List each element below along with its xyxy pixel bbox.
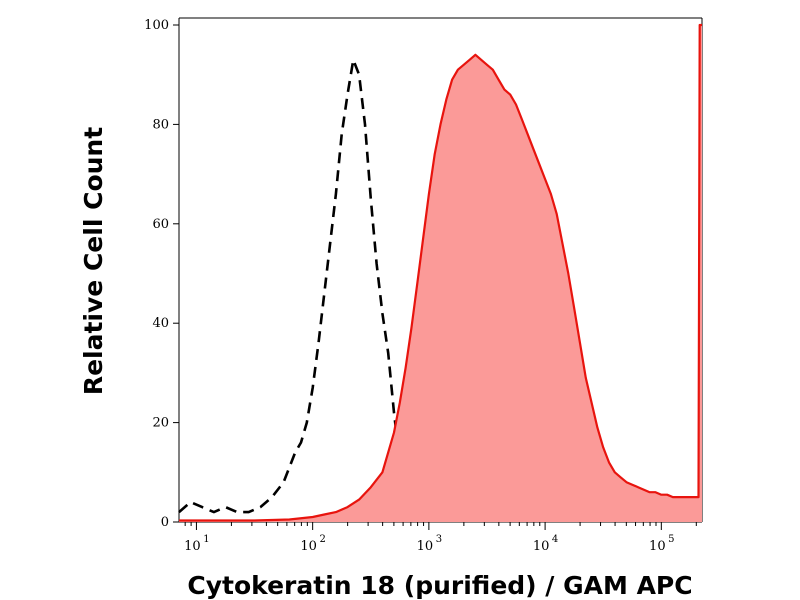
y-tick-label: 80 (152, 117, 169, 132)
x-tick-exponent: 3 (436, 534, 442, 545)
y-tick-label: 40 (152, 316, 169, 331)
x-axis-ticks: 10 1 10 2 10 3 10 4 10 5 (184, 522, 697, 554)
x-axis-title: Cytokeratin 18 (purified) / GAM APC (187, 571, 692, 600)
x-tick-label: 10 (300, 539, 317, 554)
x-tick-exponent: 1 (203, 534, 209, 545)
y-tick-label: 0 (161, 515, 169, 530)
x-tick-exponent: 2 (319, 534, 325, 545)
stained-histogram-line (179, 23, 702, 522)
y-axis-title: Relative Cell Count (79, 127, 108, 395)
x-tick-label: 10 (184, 539, 201, 554)
x-tick-label: 10 (417, 539, 434, 554)
y-tick-label: 20 (152, 416, 169, 431)
y-tick-label: 60 (152, 217, 169, 232)
stained-histogram-fill (179, 25, 702, 522)
series-layer (178, 23, 702, 522)
x-tick-exponent: 5 (668, 534, 674, 545)
x-tick-label: 10 (649, 539, 666, 554)
x-tick-exponent: 4 (552, 534, 558, 545)
x-tick-label: 10 (533, 539, 550, 554)
y-tick-label: 100 (144, 18, 169, 33)
y-axis-ticks: 0 20 40 60 80 100 (144, 18, 179, 530)
